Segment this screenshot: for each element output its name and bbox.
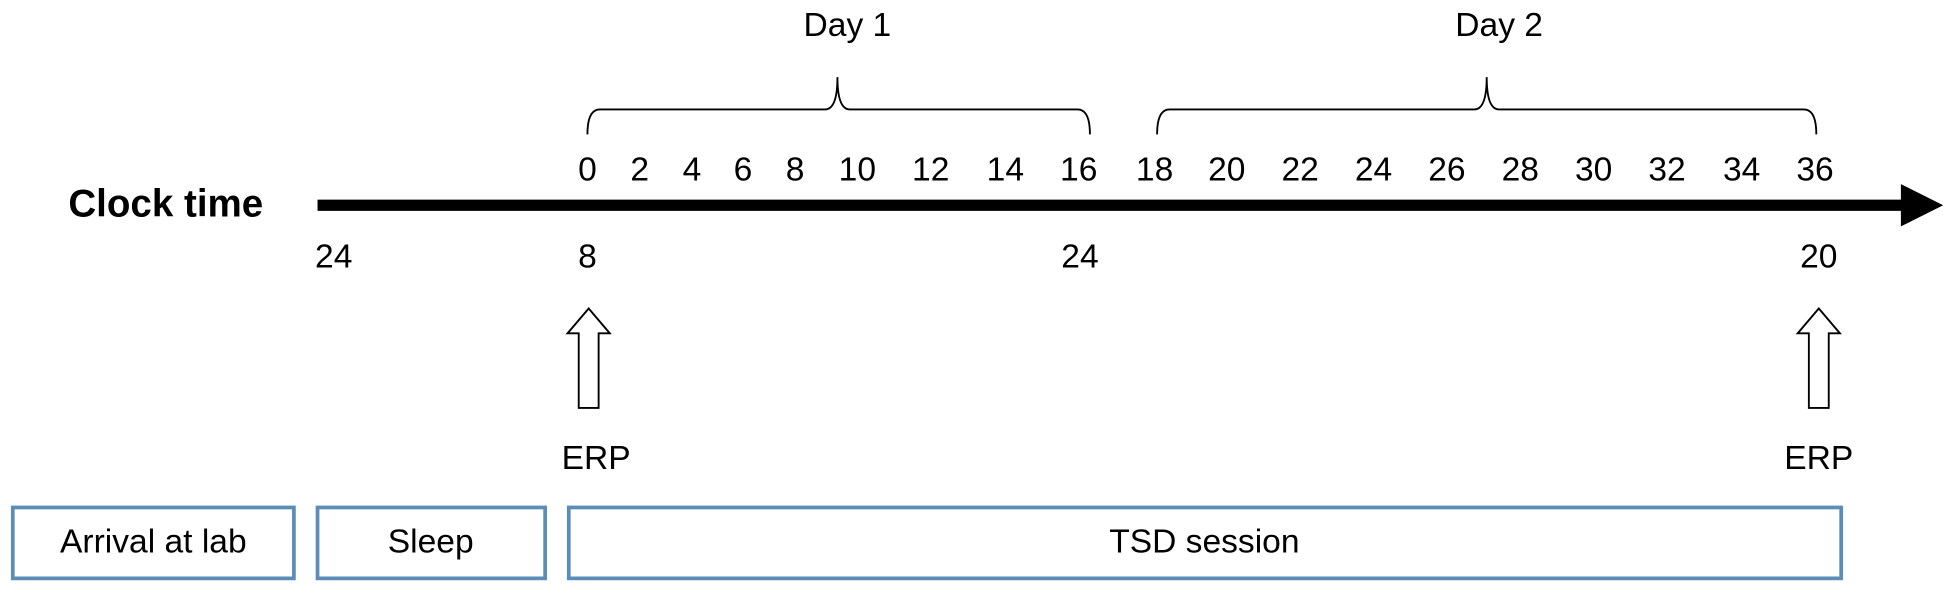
brace bbox=[1156, 77, 1818, 135]
hour-label: 2 bbox=[630, 152, 649, 189]
hour-labels: 0 2 4 6 8 10 12 14 16 18 20 22 24 26 28 30 32 34 36 bbox=[578, 152, 1834, 189]
phase-box bbox=[566, 505, 1844, 581]
hour-label: 8 bbox=[786, 152, 805, 189]
hour-label: 30 bbox=[1575, 152, 1612, 189]
phase-label: Arrival at lab bbox=[60, 523, 247, 560]
phase-box bbox=[10, 505, 296, 581]
hour-label: 18 bbox=[1136, 152, 1173, 189]
hour-label: 26 bbox=[1428, 152, 1465, 189]
up-arrow bbox=[565, 307, 612, 409]
hour-label: 0 bbox=[578, 152, 597, 189]
hour-label: 10 bbox=[839, 152, 876, 189]
hour-label: 16 bbox=[1060, 152, 1097, 189]
marker-label: ERP bbox=[562, 440, 631, 477]
day-label: Day 2 bbox=[1455, 7, 1543, 44]
hour-label: 34 bbox=[1723, 152, 1760, 189]
brace bbox=[586, 77, 1091, 135]
hour-label: 14 bbox=[987, 152, 1024, 189]
clock-label: 24 bbox=[1061, 239, 1098, 276]
day-label: Day 1 bbox=[804, 7, 892, 44]
hour-label: 22 bbox=[1281, 152, 1318, 189]
hour-label: 32 bbox=[1648, 152, 1685, 189]
hour-label: 20 bbox=[1208, 152, 1245, 189]
clock-label: 24 bbox=[315, 239, 352, 276]
hour-label: 4 bbox=[683, 152, 702, 189]
hour-label: 28 bbox=[1502, 152, 1539, 189]
up-arrow bbox=[1795, 307, 1842, 409]
phase-label: TSD session bbox=[1109, 523, 1299, 560]
clock-label: 8 bbox=[578, 239, 597, 276]
phase-box bbox=[315, 505, 548, 581]
axis-label: Clock time bbox=[68, 183, 263, 226]
hour-label: 36 bbox=[1796, 152, 1833, 189]
hour-label: 6 bbox=[734, 152, 753, 189]
axis-arrowhead bbox=[1900, 184, 1944, 227]
phase-label: Sleep bbox=[388, 523, 474, 560]
clock-label: 20 bbox=[1800, 239, 1837, 276]
marker-label: ERP bbox=[1784, 440, 1853, 477]
hour-label: 12 bbox=[912, 152, 949, 189]
hour-label: 24 bbox=[1355, 152, 1392, 189]
